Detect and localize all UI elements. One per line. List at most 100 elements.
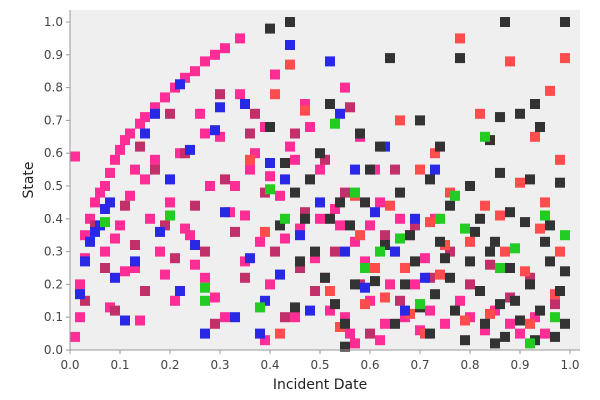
data-point (420, 253, 430, 264)
data-point (495, 299, 505, 310)
data-point (395, 295, 405, 306)
data-point (255, 328, 265, 339)
data-point (120, 200, 130, 211)
data-point (125, 128, 135, 139)
data-point (245, 128, 255, 139)
y-tick-label: 0.1 (44, 310, 63, 324)
data-point (375, 246, 385, 257)
data-point (95, 187, 105, 198)
data-point (160, 220, 170, 231)
data-point (345, 328, 355, 339)
data-point (355, 230, 365, 241)
data-point (525, 174, 535, 185)
data-point (250, 108, 260, 119)
data-point (400, 279, 410, 290)
data-point (70, 151, 80, 162)
data-point (510, 295, 520, 306)
data-point (285, 17, 295, 27)
data-point (360, 197, 370, 208)
data-point (550, 312, 560, 323)
data-point (210, 318, 220, 329)
data-point (440, 318, 450, 329)
data-point (515, 315, 525, 326)
data-point (200, 295, 210, 306)
data-point (495, 167, 505, 178)
data-point (385, 200, 395, 211)
data-point (415, 164, 425, 175)
data-point (495, 263, 505, 273)
data-point (395, 233, 405, 244)
data-point (275, 220, 285, 231)
y-tick-label: 0.5 (44, 179, 63, 193)
x-axis-ticks: 0.0 0.1 0.2 0.3 0.4 0.5 0.6 0.7 0.8 0.9 1.0 (60, 350, 580, 372)
data-point (425, 305, 435, 316)
data-point (190, 66, 200, 77)
data-point (280, 312, 290, 323)
data-point (220, 207, 230, 218)
data-point (200, 246, 210, 257)
data-point (465, 236, 475, 247)
data-point (120, 315, 130, 326)
data-point (490, 236, 500, 247)
data-point (475, 108, 485, 119)
y-tick-label: 0.6 (44, 146, 63, 160)
data-point (105, 197, 115, 208)
data-point (510, 243, 520, 254)
data-point (315, 197, 325, 208)
data-point (75, 312, 85, 323)
data-point (245, 253, 255, 264)
data-point (525, 338, 535, 349)
data-point (560, 230, 570, 241)
data-point (240, 99, 250, 109)
data-point (180, 223, 190, 234)
y-tick-label: 0.3 (44, 245, 63, 259)
data-point (235, 89, 245, 100)
data-point (425, 174, 435, 185)
y-tick-label: 0.9 (44, 48, 63, 62)
data-point (195, 108, 205, 119)
data-point (315, 213, 325, 224)
data-point (230, 181, 240, 191)
data-point (410, 256, 420, 267)
data-point (515, 328, 525, 339)
data-point (560, 53, 570, 64)
data-point (530, 99, 540, 109)
data-point (380, 240, 390, 250)
data-point (330, 204, 340, 214)
data-point (555, 154, 565, 165)
data-point (520, 266, 530, 277)
data-point (245, 154, 255, 165)
x-axis-title: Incident Date (273, 377, 367, 393)
data-point (420, 272, 430, 283)
data-point (410, 279, 420, 290)
data-point (150, 108, 160, 119)
data-point (475, 213, 485, 224)
data-point (375, 197, 385, 208)
data-point (525, 272, 535, 283)
data-point (475, 286, 485, 296)
x-tick-label: 0.3 (210, 358, 229, 372)
data-point (500, 331, 510, 342)
data-point (480, 131, 490, 142)
data-point (100, 217, 110, 228)
data-point (215, 131, 225, 142)
data-point (190, 259, 200, 270)
data-point (210, 292, 220, 303)
data-point (530, 312, 540, 323)
data-point (360, 263, 370, 273)
data-point (480, 318, 490, 329)
data-point (400, 305, 410, 316)
data-point (205, 181, 215, 191)
data-point (325, 305, 335, 316)
data-point (495, 112, 505, 123)
data-point (485, 246, 495, 257)
data-point (185, 230, 195, 241)
data-point (350, 279, 360, 290)
data-point (395, 213, 405, 224)
data-point (340, 82, 350, 93)
data-point (265, 184, 275, 195)
y-tick-label: 0.4 (44, 212, 63, 226)
data-point (270, 69, 280, 80)
data-point (540, 328, 550, 339)
data-point (250, 148, 260, 159)
